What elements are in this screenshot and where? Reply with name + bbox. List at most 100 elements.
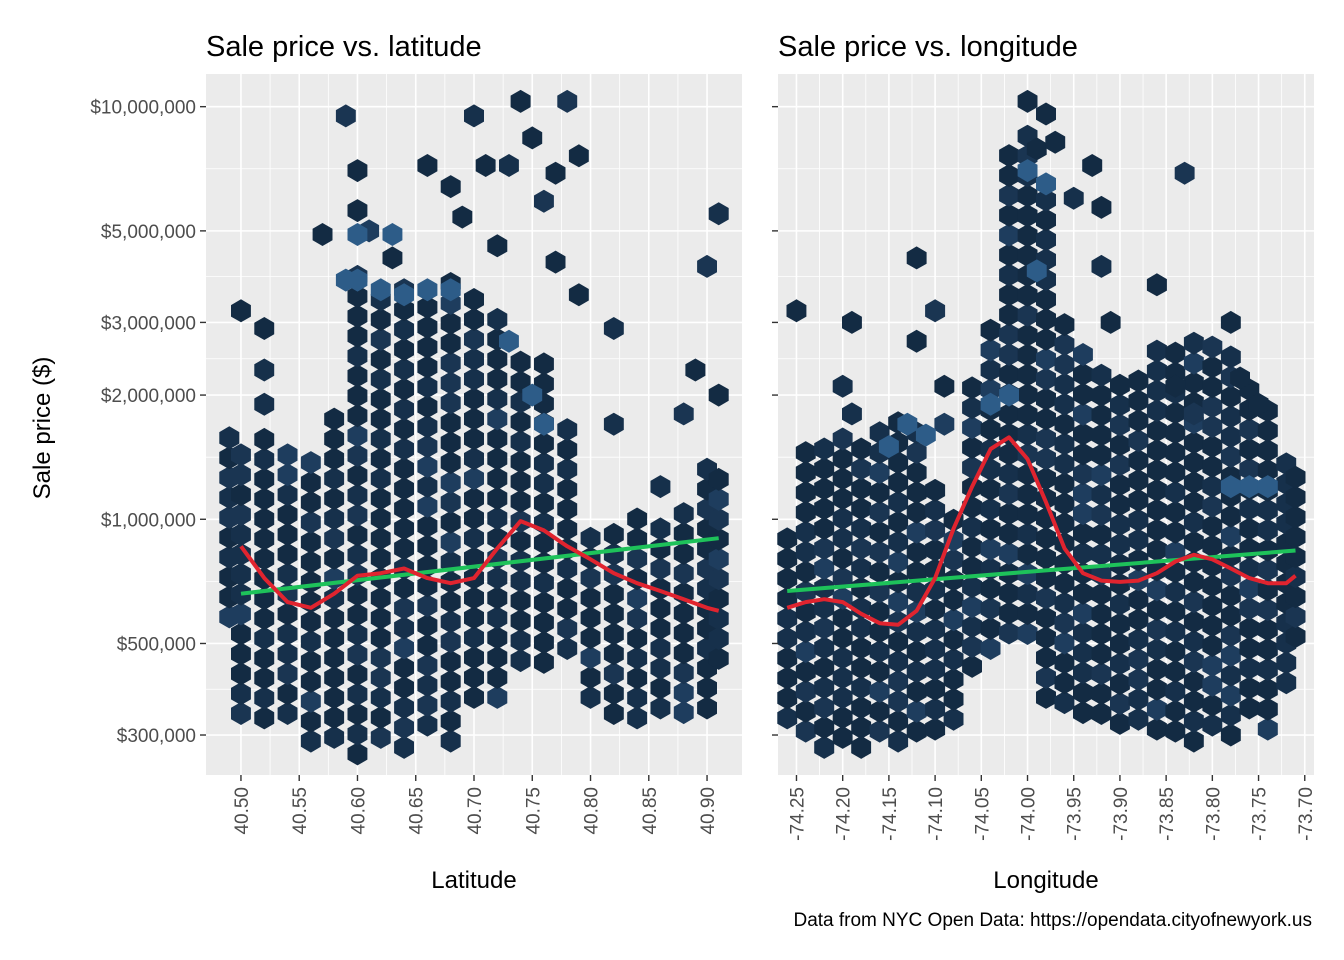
hexbin-cell	[1183, 610, 1204, 634]
hexbin-cell-dense	[980, 392, 1001, 416]
hexbin-cell	[277, 662, 298, 686]
hexbin-cell	[417, 415, 438, 439]
hexbin-cell	[417, 355, 438, 379]
hexbin-cell	[1165, 679, 1186, 703]
hexbin-cell	[557, 597, 578, 621]
hexbin-cell	[869, 699, 890, 723]
x-tick-label: 40.65	[407, 787, 428, 835]
hexbin-cell	[347, 702, 368, 726]
hexbin-cell	[347, 344, 368, 368]
hexbin-cell	[510, 430, 531, 454]
hexbin-cell	[510, 649, 531, 673]
hexbin-cell	[795, 461, 816, 484]
hexbin-cell	[1091, 582, 1112, 606]
hexbin-cell	[1165, 620, 1186, 644]
hexbin-cell	[324, 586, 345, 610]
hexbin-cell	[842, 402, 862, 426]
hexbin-cell	[673, 402, 694, 426]
hexbin-cell	[1220, 524, 1241, 548]
hexbin-cell	[814, 656, 835, 680]
hexbin-cell	[510, 529, 531, 553]
hexbin-cell	[277, 642, 298, 666]
hexbin-cell	[777, 527, 798, 551]
hexbin-cell	[1054, 352, 1075, 376]
hexbin-cell	[962, 396, 982, 420]
hexbin-cell	[962, 555, 982, 579]
hexbin-cell	[1220, 683, 1241, 707]
hexbin-cell	[1146, 498, 1167, 522]
hexbin-cell	[440, 351, 461, 375]
hexbin-cell	[925, 538, 946, 562]
hexbin-cell	[1165, 719, 1186, 743]
hexbin-cell	[1128, 369, 1149, 393]
hexbin-cell	[1036, 188, 1056, 212]
hexbin-cell	[1257, 697, 1278, 721]
hexbin-cell	[534, 352, 554, 376]
hexbin-cell	[1082, 154, 1103, 177]
hexbin-cell	[999, 482, 1019, 506]
hexbin-cell	[888, 709, 909, 733]
hexbin-cell	[464, 506, 484, 530]
hexbin-cell	[943, 568, 964, 592]
hexbin-cell	[510, 470, 531, 493]
hexbin-cell	[1146, 518, 1167, 542]
hexbin-cell-dense	[347, 223, 368, 246]
hexbin-cell	[697, 254, 717, 278]
hexbin-cell	[708, 383, 729, 407]
x-axis-title: Latitude	[431, 867, 516, 894]
hexbin-cell	[231, 702, 251, 725]
hexbin-cell	[1220, 405, 1241, 429]
hexbin-cell	[673, 541, 694, 565]
hexbin-cell	[394, 457, 414, 481]
hexbin-cell	[1054, 333, 1075, 356]
hexbin-cell	[1239, 616, 1260, 640]
hexbin-cell	[906, 580, 927, 604]
hexbin-cell	[1091, 702, 1112, 725]
hexbin-cell	[814, 556, 835, 580]
hexbin-cell	[1285, 625, 1306, 648]
hexbin-cell	[347, 424, 368, 448]
hexbin-cell	[487, 566, 508, 590]
hexbin-cell	[1128, 409, 1149, 433]
hexbin-cell	[999, 601, 1019, 625]
hexbin-cell	[962, 376, 982, 400]
hexbin-cell-dense	[1026, 259, 1047, 283]
hexbin-cell	[1183, 709, 1204, 733]
hexbin-cell	[1036, 606, 1056, 630]
hexbin-cell	[1146, 379, 1167, 403]
hexbin-cell	[580, 685, 601, 709]
hexbin-cell	[999, 144, 1019, 168]
hexbin-cell	[324, 666, 345, 690]
hexbin-cell	[1202, 454, 1223, 478]
hexbin-cell	[440, 610, 461, 634]
hexbin-cell	[814, 716, 835, 739]
hexbin-cell	[1239, 437, 1260, 461]
hexbin-cell	[417, 395, 438, 419]
hexbin-cell	[394, 716, 414, 739]
hexbin-cell	[795, 719, 816, 743]
hexbin-cell	[869, 679, 890, 703]
hexbin-cell	[869, 520, 890, 544]
x-tick-label: 40.70	[465, 787, 486, 835]
hexbin-cell	[888, 530, 909, 554]
hexbin-cell	[440, 650, 461, 673]
hexbin-cell	[1110, 592, 1130, 616]
hexbin-cell	[300, 451, 321, 475]
hexbin-cell	[277, 463, 298, 487]
hexbin-cell	[1183, 729, 1204, 753]
hexbin-cell	[394, 338, 414, 361]
hexbin-cell	[580, 586, 601, 610]
hexbin-cell	[417, 454, 438, 478]
hexbin-cell	[980, 517, 1001, 541]
hexbin-cell	[464, 666, 484, 689]
hexbin-cell	[231, 299, 251, 323]
hexbin-cell	[1146, 598, 1167, 622]
hexbin-cell	[1202, 375, 1223, 399]
y-tick-label: $5,000,000	[101, 222, 196, 243]
hexbin-cell	[1110, 532, 1130, 556]
hexbin-cell	[464, 407, 484, 431]
hexbin-cell	[869, 500, 890, 524]
hexbin-cell	[510, 489, 531, 513]
hexbin-cell	[394, 298, 414, 322]
